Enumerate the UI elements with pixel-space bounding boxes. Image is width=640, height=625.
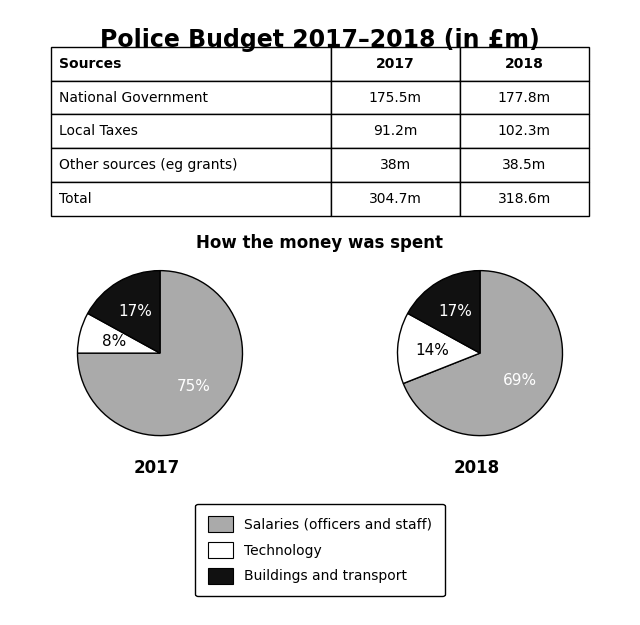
Text: 318.6m: 318.6m: [498, 192, 551, 206]
Text: 69%: 69%: [502, 372, 536, 388]
Text: How the money was spent: How the money was spent: [196, 234, 444, 253]
Text: Local Taxes: Local Taxes: [60, 124, 138, 138]
Text: 14%: 14%: [415, 342, 449, 357]
Text: 2018: 2018: [505, 57, 544, 71]
Bar: [51, 47, 331, 81]
Bar: [51, 182, 331, 216]
Wedge shape: [408, 271, 480, 353]
Text: 2017: 2017: [134, 459, 180, 478]
Text: 2018: 2018: [454, 459, 500, 478]
Bar: [460, 81, 589, 114]
Wedge shape: [77, 271, 243, 436]
Bar: [331, 148, 460, 182]
Text: 2017: 2017: [376, 57, 415, 71]
Text: Total: Total: [60, 192, 92, 206]
Text: 8%: 8%: [102, 334, 126, 349]
Bar: [331, 47, 460, 81]
Text: Police Budget 2017–2018 (in £m): Police Budget 2017–2018 (in £m): [100, 28, 540, 52]
Legend: Salaries (officers and staff), Technology, Buildings and transport: Salaries (officers and staff), Technolog…: [195, 504, 445, 596]
Bar: [51, 81, 331, 114]
Text: 75%: 75%: [177, 379, 211, 394]
Wedge shape: [397, 313, 480, 384]
Text: 17%: 17%: [438, 304, 472, 319]
Text: 38.5m: 38.5m: [502, 158, 547, 172]
Text: 102.3m: 102.3m: [498, 124, 551, 138]
Text: 17%: 17%: [118, 304, 152, 319]
Wedge shape: [403, 271, 563, 436]
Bar: [51, 114, 331, 148]
Bar: [51, 148, 331, 182]
Text: National Government: National Government: [60, 91, 208, 104]
Bar: [331, 182, 460, 216]
Text: 175.5m: 175.5m: [369, 91, 422, 104]
Wedge shape: [88, 271, 160, 353]
Text: 38m: 38m: [380, 158, 411, 172]
Text: 304.7m: 304.7m: [369, 192, 422, 206]
Wedge shape: [77, 313, 160, 353]
Text: Sources: Sources: [60, 57, 122, 71]
Bar: [460, 114, 589, 148]
Bar: [460, 47, 589, 81]
Bar: [460, 148, 589, 182]
Bar: [460, 182, 589, 216]
Text: Other sources (eg grants): Other sources (eg grants): [60, 158, 238, 172]
Bar: [331, 114, 460, 148]
Bar: [331, 81, 460, 114]
Text: 177.8m: 177.8m: [498, 91, 551, 104]
Text: 91.2m: 91.2m: [373, 124, 417, 138]
